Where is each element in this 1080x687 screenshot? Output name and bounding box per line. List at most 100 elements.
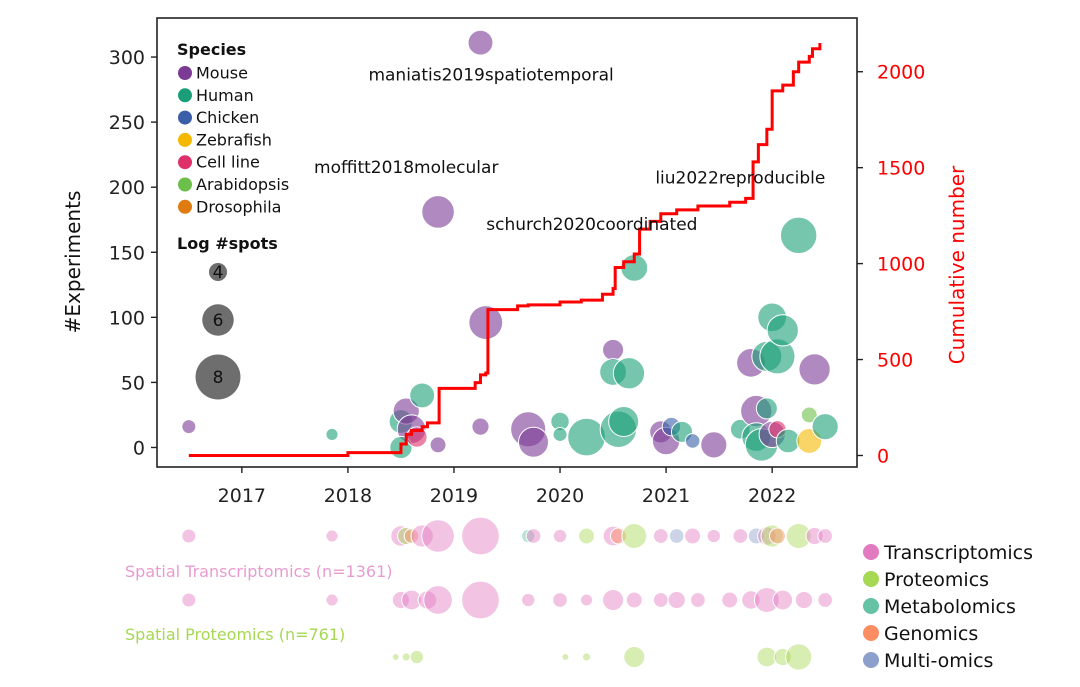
omics-strips: Spatial Transcriptomics (n=1361) Spatial … xyxy=(125,516,834,671)
strip-point xyxy=(623,645,646,669)
strip-point xyxy=(602,588,625,612)
strip-point xyxy=(768,527,786,545)
cumulative-line-layer xyxy=(188,42,822,457)
strip-point xyxy=(461,580,500,620)
data-point xyxy=(811,413,839,441)
data-point xyxy=(602,338,625,361)
data-point xyxy=(421,195,455,229)
data-point xyxy=(567,417,606,457)
data-point xyxy=(181,419,197,435)
strip-point xyxy=(391,590,411,610)
strip-point xyxy=(817,592,834,608)
y-axis-title: #Experiments xyxy=(61,191,85,334)
strip-point xyxy=(521,528,536,544)
size-legend-label: 6 xyxy=(213,311,224,331)
strip-point xyxy=(773,647,792,667)
x-tick-label: 2017 xyxy=(218,485,266,507)
species-legend-label: Zebrafish xyxy=(196,130,272,149)
strip-point xyxy=(181,528,197,544)
y-tick-label: 150 xyxy=(109,242,145,264)
species-legend-title: Species xyxy=(177,40,246,59)
x-tick-label: 2022 xyxy=(748,485,796,507)
strip-point xyxy=(421,519,455,553)
strip-point xyxy=(552,592,568,608)
data-point xyxy=(409,382,436,409)
data-point xyxy=(471,417,490,436)
strip-point xyxy=(401,589,422,611)
omics-legend-marker xyxy=(863,652,879,668)
species-legend-label: Chicken xyxy=(196,108,259,127)
species-legend-label: Drosophila xyxy=(196,197,281,216)
species-legend-marker xyxy=(178,110,192,125)
data-point xyxy=(429,436,447,454)
y2-tick-label: 1500 xyxy=(877,158,925,180)
y-tick-label: 100 xyxy=(109,307,145,329)
size-legend-marker xyxy=(202,304,234,336)
size-legend-label: 8 xyxy=(213,368,224,388)
omics-legend-label: Metabolomics xyxy=(884,596,1016,618)
species-legend-marker xyxy=(178,155,192,170)
strip-point xyxy=(580,593,594,607)
strip-point xyxy=(401,652,411,662)
strip-point xyxy=(652,592,669,608)
strip-point xyxy=(325,529,339,543)
annotation-label: liu2022reproducible xyxy=(655,168,825,188)
annotation-label: schurch2020coordinated xyxy=(486,215,697,235)
strip-point xyxy=(772,589,794,611)
omics-legend-marker xyxy=(863,544,879,560)
data-point xyxy=(552,426,568,442)
species-legend-marker xyxy=(178,132,192,147)
strip-point xyxy=(760,524,784,548)
strip-point xyxy=(552,528,568,544)
strip-point xyxy=(602,525,624,547)
species-legend-marker xyxy=(178,66,192,80)
y2-tick-label: 0 xyxy=(877,445,889,467)
data-point xyxy=(798,353,831,386)
omics-legend-marker xyxy=(863,598,879,614)
y-tick-label: 300 xyxy=(109,47,145,69)
species-legend-marker xyxy=(178,88,192,103)
annotations: maniatis2019spatiotemporal moffitt2018mol… xyxy=(314,65,825,235)
strip-point xyxy=(732,528,749,544)
strip-point xyxy=(325,593,339,607)
species-legend-label: Cell line xyxy=(196,153,260,172)
strip-point xyxy=(794,590,814,610)
legends: Species Mouse Human Chicken Zebrafish Cell li… xyxy=(177,40,1033,672)
data-point xyxy=(800,406,818,424)
species-legend-marker xyxy=(178,177,192,192)
omics-legend-label: Proteomics xyxy=(884,569,989,591)
strip-point xyxy=(753,587,780,613)
omics-legend-label: Multi-omics xyxy=(884,650,993,672)
strip-point xyxy=(578,527,596,545)
strip-point xyxy=(581,652,592,662)
x-tick-label: 2020 xyxy=(536,485,584,507)
y-tick-label: 0 xyxy=(133,437,145,459)
strip-point xyxy=(403,528,420,544)
species-legend-marker xyxy=(178,199,192,214)
strip-point xyxy=(181,592,197,608)
y2-tick-label: 2000 xyxy=(877,62,925,84)
y2-tick-label: 1000 xyxy=(877,254,925,276)
strip-point xyxy=(747,527,765,545)
y2-tick-label: 500 xyxy=(877,350,913,372)
strip-point xyxy=(668,528,685,544)
data-point xyxy=(700,431,728,459)
strip-point xyxy=(391,653,400,661)
size-legend-label: 4 xyxy=(213,263,224,283)
strip-point xyxy=(397,526,416,546)
strip-point xyxy=(525,528,542,544)
size-legend-marker xyxy=(195,354,241,400)
species-legend-label: Mouse xyxy=(196,64,248,83)
strip-point xyxy=(785,643,813,671)
strip-point xyxy=(667,590,686,610)
strip-point xyxy=(521,592,536,608)
plot-frame xyxy=(156,17,858,468)
strip-point xyxy=(721,591,739,609)
y-tick-label: 200 xyxy=(109,177,145,199)
x-tick-label: 2019 xyxy=(430,485,478,507)
x-tick-label: 2021 xyxy=(642,485,690,507)
data-point xyxy=(467,29,494,56)
data-point xyxy=(775,428,801,454)
species-legend-label: Arabidopsis xyxy=(196,175,289,194)
